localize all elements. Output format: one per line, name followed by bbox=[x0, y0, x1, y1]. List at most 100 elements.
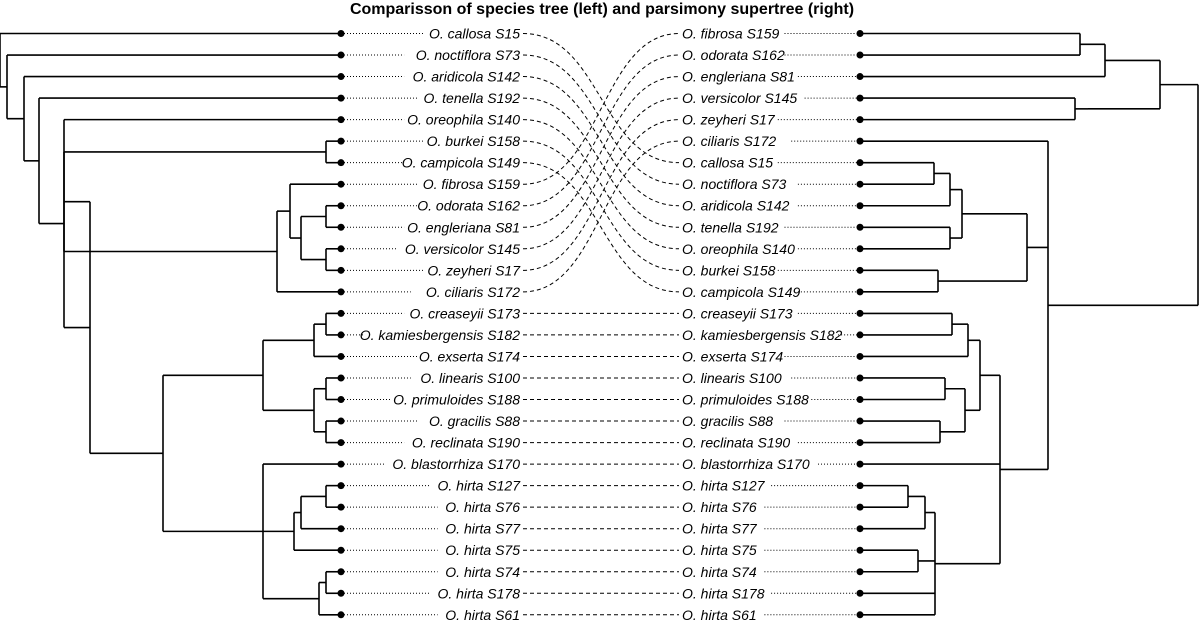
tip-dot bbox=[856, 223, 864, 231]
tip-dot bbox=[856, 525, 864, 533]
right-taxon-label: O. hirta S75 bbox=[682, 542, 757, 558]
tip-dot bbox=[337, 202, 345, 210]
tip-dot bbox=[337, 266, 345, 274]
tip-dot bbox=[337, 352, 345, 360]
left-taxon-label: O. aridicola S142 bbox=[413, 69, 521, 85]
tip-dot bbox=[337, 116, 345, 124]
left-taxon-label: O. hirta S178 bbox=[438, 585, 521, 601]
taxon-link bbox=[522, 33, 680, 185]
taxon-link bbox=[522, 97, 680, 250]
left-taxon-label: O. blastorrhiza S170 bbox=[392, 456, 520, 472]
tip-dot bbox=[856, 73, 864, 81]
tip-dot bbox=[337, 525, 345, 533]
taxon-link bbox=[522, 76, 680, 207]
taxon-connection-lines bbox=[522, 33, 680, 616]
left-taxon-label: O. campicola S149 bbox=[402, 155, 520, 171]
right-taxon-label: O. aridicola S142 bbox=[682, 198, 790, 214]
right-parsimony-supertree bbox=[860, 32, 1199, 616]
left-taxon-label: O. kamiesbergensis S182 bbox=[360, 327, 521, 343]
tip-dot bbox=[856, 417, 864, 425]
right-taxon-label: O. primuloides S188 bbox=[682, 392, 809, 408]
left-taxon-label: O. primuloides S188 bbox=[393, 392, 520, 408]
tip-dot bbox=[337, 73, 345, 81]
tip-dot bbox=[856, 30, 864, 37]
tip-dot bbox=[856, 202, 864, 210]
left-taxon-label: O. zeyheri S17 bbox=[427, 262, 521, 278]
taxon-link bbox=[522, 33, 680, 164]
right-taxon-label: O. oreophila S140 bbox=[682, 241, 795, 257]
left-taxon-label: O. exserta S174 bbox=[419, 348, 520, 364]
taxon-link bbox=[522, 119, 680, 250]
tip-dot bbox=[856, 180, 864, 188]
tip-dot bbox=[337, 568, 345, 576]
tip-dot bbox=[856, 159, 864, 167]
right-taxon-label: O. engleriana S81 bbox=[682, 69, 795, 85]
figure-title: Comparisson of species tree (left) and p… bbox=[350, 1, 854, 18]
tip-dot bbox=[856, 589, 864, 597]
right-taxon-label: O. campicola S149 bbox=[682, 284, 800, 300]
tip-dot bbox=[337, 309, 345, 317]
tip-dot bbox=[856, 245, 864, 253]
tip-dot bbox=[337, 611, 345, 619]
left-taxon-label: O. fibrosa S159 bbox=[423, 176, 520, 192]
right-taxon-label: O. zeyheri S17 bbox=[682, 112, 776, 128]
tip-dot bbox=[337, 30, 345, 37]
left-taxon-label: O. ciliaris S172 bbox=[426, 284, 520, 300]
left-species-tree bbox=[0, 32, 341, 616]
left-taxon-label: O. reclinata S190 bbox=[412, 435, 520, 451]
left-taxon-label: O. engleriana S81 bbox=[407, 219, 520, 235]
right-taxon-label: O. tenella S192 bbox=[682, 219, 779, 235]
tip-dot bbox=[337, 223, 345, 231]
tip-dot bbox=[337, 374, 345, 382]
left-taxon-label: O. hirta S75 bbox=[445, 542, 520, 558]
right-taxon-label: O. blastorrhiza S170 bbox=[682, 456, 810, 472]
right-taxon-label: O. noctiflora S73 bbox=[682, 176, 786, 192]
left-taxon-label: O. callosa S15 bbox=[429, 26, 520, 42]
right-taxon-label: O. callosa S15 bbox=[682, 155, 773, 171]
tip-dot bbox=[337, 159, 345, 167]
taxon-link bbox=[522, 97, 680, 228]
tip-dot bbox=[337, 331, 345, 339]
taxon-link bbox=[522, 54, 680, 207]
tip-dot bbox=[856, 460, 864, 468]
left-taxon-labels: O. callosa S15 O. noctiflora S73 O. aridic… bbox=[337, 26, 522, 620]
left-taxon-label: O. hirta S127 bbox=[438, 478, 522, 494]
right-taxon-labels: O. fibrosa S159 O. odorata S162 O. engleri… bbox=[682, 26, 864, 620]
tip-dot bbox=[856, 137, 864, 145]
tip-dot bbox=[856, 482, 864, 490]
left-taxon-label: O. creaseyii S173 bbox=[410, 305, 521, 321]
right-taxon-label: O. exserta S174 bbox=[682, 348, 783, 364]
tip-dot bbox=[337, 51, 345, 59]
left-taxon-label: O. linearis S100 bbox=[420, 370, 520, 386]
right-taxon-label: O. hirta S178 bbox=[682, 585, 765, 601]
left-taxon-label: O. burkei S158 bbox=[427, 133, 521, 149]
right-taxon-label: O. linearis S100 bbox=[682, 370, 782, 386]
left-taxon-label: O. hirta S61 bbox=[445, 607, 520, 620]
right-taxon-label: O. hirta S76 bbox=[682, 499, 757, 515]
left-taxon-label: O. odorata S162 bbox=[417, 198, 520, 214]
tip-dot bbox=[856, 266, 864, 274]
tip-dot bbox=[856, 309, 864, 317]
right-taxon-label: O. burkei S158 bbox=[682, 262, 776, 278]
right-taxon-label: O. kamiesbergensis S182 bbox=[682, 327, 843, 343]
tip-dot bbox=[337, 503, 345, 511]
left-taxon-label: O. hirta S74 bbox=[445, 564, 520, 580]
right-taxon-label: O. gracilis S88 bbox=[682, 413, 773, 429]
tip-dot bbox=[856, 352, 864, 360]
tip-dot bbox=[337, 439, 345, 447]
right-taxon-label: O. versicolor S145 bbox=[682, 90, 797, 106]
tip-dot bbox=[337, 589, 345, 597]
left-taxon-label: O. gracilis S88 bbox=[429, 413, 520, 429]
tip-dot bbox=[856, 116, 864, 124]
tip-dot bbox=[337, 94, 345, 102]
left-taxon-label: O. oreophila S140 bbox=[407, 112, 520, 128]
tip-dot bbox=[337, 180, 345, 188]
right-taxon-label: O. ciliaris S172 bbox=[682, 133, 776, 149]
right-taxon-label: O. hirta S77 bbox=[682, 521, 758, 537]
tip-dot bbox=[856, 396, 864, 404]
right-taxon-label: O. fibrosa S159 bbox=[682, 26, 779, 42]
tip-dot bbox=[337, 546, 345, 554]
right-taxon-label: O. hirta S127 bbox=[682, 478, 766, 494]
right-taxon-label: O. odorata S162 bbox=[682, 47, 785, 63]
taxon-link bbox=[522, 119, 680, 271]
